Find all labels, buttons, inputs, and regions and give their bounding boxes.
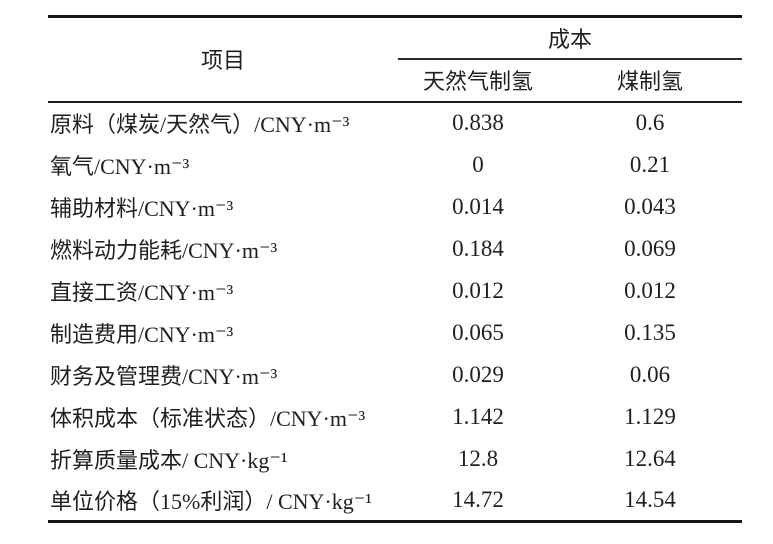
row-label: 辅助材料/CNY·m⁻³ [50,195,234,221]
row-label: 燃料动力能耗/CNY·m⁻³ [50,237,278,263]
value-coal: 0.043 [624,193,676,219]
value-coal: 0.06 [629,361,671,387]
column-header-item: 项目 [48,16,398,103]
value-coal: 0.135 [624,319,676,345]
row-label: 原料（煤炭/天然气）/CNY·m⁻³ [50,112,350,137]
value-natural-gas: 0.838 [452,110,504,135]
column-header-natural-gas-hydrogen: 天然气制氢 [398,58,558,103]
table-row: 折算质量成本/ CNY·kg⁻¹ 12.8 12.64 [48,438,742,480]
table-row: 单位价格（15%利润）/ CNY·kg⁻¹ 14.72 14.54 [48,480,742,522]
value-coal: 1.129 [624,403,676,429]
value-coal: 0.6 [635,110,665,135]
hydrogen-production-cost-table: 项目 成本 天然气制氢 煤制氢 原料（煤炭/天然气）/CNY·m⁻³ 0.838… [48,15,743,523]
value-natural-gas: 0.184 [452,235,504,261]
table-row: 财务及管理费/CNY·m⁻³ 0.029 0.06 [48,354,742,396]
value-coal: 12.64 [624,445,676,471]
table-row: 原料（煤炭/天然气）/CNY·m⁻³ 0.838 0.6 [48,102,742,144]
table-row: 辅助材料/CNY·m⁻³ 0.014 0.043 [48,186,742,228]
table-row: 直接工资/CNY·m⁻³ 0.012 0.012 [48,270,742,312]
value-natural-gas: 0.012 [452,277,504,303]
value-coal: 0.012 [624,277,676,303]
value-coal: 0.069 [624,235,676,261]
value-natural-gas: 0.029 [452,361,504,387]
table-row: 制造费用/CNY·m⁻³ 0.065 0.135 [48,312,742,354]
row-label: 折算质量成本/ CNY·kg⁻¹ [50,447,288,473]
row-label: 单位价格（15%利润）/ CNY·kg⁻¹ [50,488,372,514]
value-coal: 0.21 [629,151,671,177]
column-group-header-cost: 成本 [398,16,743,60]
table-row: 燃料动力能耗/CNY·m⁻³ 0.184 0.069 [48,228,742,270]
table-row: 体积成本（标准状态）/CNY·m⁻³ 1.142 1.129 [48,396,742,438]
value-natural-gas: 0.065 [452,319,504,345]
row-label: 直接工资/CNY·m⁻³ [50,279,234,305]
value-natural-gas: 12.8 [457,445,499,471]
row-label: 体积成本（标准状态）/CNY·m⁻³ [50,405,366,431]
value-natural-gas: 1.142 [452,403,504,429]
table-row: 氧气/CNY·m⁻³ 0 0.21 [48,144,742,186]
row-label: 制造费用/CNY·m⁻³ [50,321,234,347]
value-coal: 14.54 [624,486,676,512]
value-natural-gas: 0 [472,151,484,177]
row-label: 氧气/CNY·m⁻³ [50,153,190,179]
value-natural-gas: 0.014 [452,193,504,219]
value-natural-gas: 14.72 [452,486,504,512]
column-header-coal-hydrogen: 煤制氢 [558,58,743,103]
header-sub-row: 天然气制氢 煤制氢 [48,58,743,103]
header-group-row: 项目 成本 [48,16,743,103]
row-label: 财务及管理费/CNY·m⁻³ [50,363,278,389]
